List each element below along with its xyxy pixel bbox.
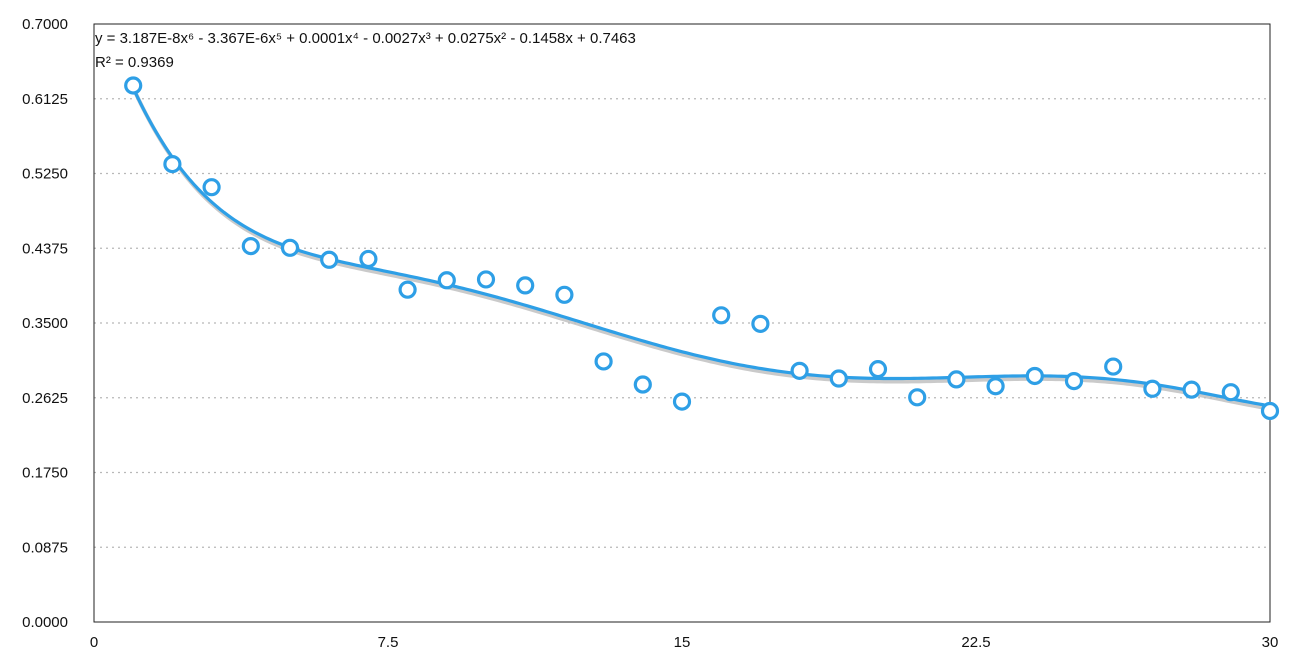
x-tick-label: 15 xyxy=(674,634,691,651)
y-tick-label: 0.0000 xyxy=(22,614,68,631)
data-point xyxy=(476,270,496,289)
x-tick-label: 30 xyxy=(1262,634,1279,651)
y-tick-label: 0.6125 xyxy=(22,91,68,108)
data-point xyxy=(751,314,770,333)
y-tick-label: 0.7000 xyxy=(22,16,68,33)
data-point xyxy=(359,249,378,269)
data-point xyxy=(555,285,574,304)
data-point xyxy=(908,388,927,407)
data-point xyxy=(124,76,143,95)
y-tick-label: 0.2625 xyxy=(22,390,68,407)
data-point xyxy=(1104,357,1123,376)
data-point xyxy=(868,360,888,379)
data-point xyxy=(790,361,809,380)
gridlines xyxy=(94,98,1270,548)
data-point xyxy=(594,352,613,371)
x-tick-label: 22.5 xyxy=(961,634,990,651)
r-squared-label: R² = 0.9369 xyxy=(95,54,174,71)
data-point xyxy=(280,238,300,257)
y-axis-tick-labels: 0.0000 0.0875 0.1750 0.2625 0.3500 0.4375 0.52… xyxy=(22,16,68,631)
trendline-group xyxy=(131,86,1274,411)
data-point xyxy=(1221,383,1240,402)
data-point xyxy=(1143,379,1162,398)
data-point xyxy=(947,370,966,389)
data-point xyxy=(516,276,535,295)
y-tick-label: 0.1750 xyxy=(22,465,68,482)
data-point xyxy=(633,375,652,394)
trendline-shadow xyxy=(132,89,1274,411)
data-point xyxy=(320,250,339,269)
trendline xyxy=(131,86,1272,408)
data-point xyxy=(712,306,731,325)
data-point xyxy=(829,369,848,388)
data-point xyxy=(986,377,1005,396)
data-point xyxy=(202,178,221,197)
plot-area-frame xyxy=(93,23,1271,623)
data-point xyxy=(672,392,692,411)
data-points xyxy=(124,76,1280,421)
x-tick-label: 0 xyxy=(90,634,98,651)
x-axis-tick-labels: 0 7.5 15 22.5 30 xyxy=(90,634,1279,651)
data-point xyxy=(241,237,260,256)
y-tick-label: 0.4375 xyxy=(22,240,68,257)
data-point xyxy=(437,271,456,290)
y-tick-label: 0.5250 xyxy=(22,166,68,183)
y-tick-label: 0.3500 xyxy=(22,315,68,332)
data-point xyxy=(1260,401,1280,421)
x-tick-label: 7.5 xyxy=(378,634,399,651)
data-point xyxy=(1025,366,1044,386)
data-point xyxy=(398,280,417,299)
data-point xyxy=(1182,380,1201,399)
data-point xyxy=(1064,371,1084,391)
trendline-equation: y = 3.187E-8x⁶ - 3.367E-6x⁵ + 0.0001x⁴ -… xyxy=(95,30,636,47)
y-tick-label: 0.0875 xyxy=(22,539,68,556)
data-point xyxy=(163,155,182,174)
